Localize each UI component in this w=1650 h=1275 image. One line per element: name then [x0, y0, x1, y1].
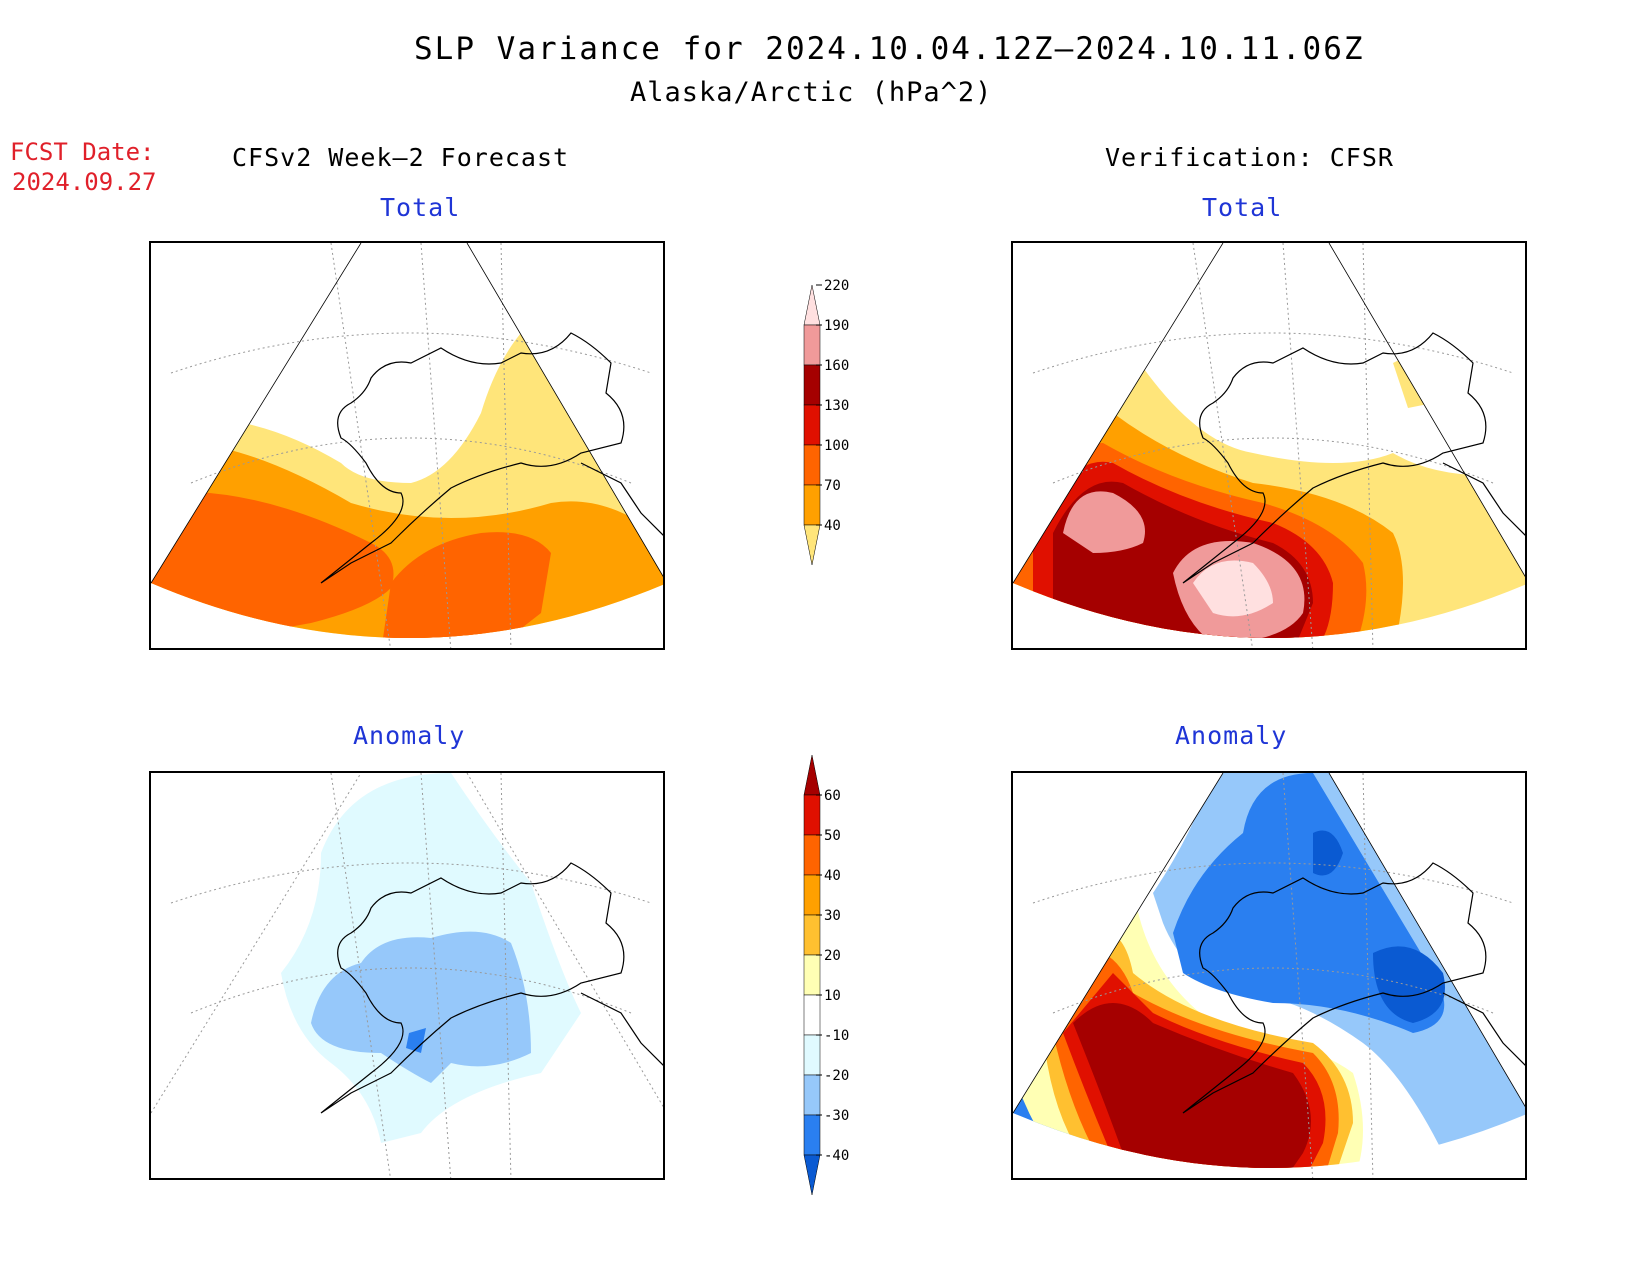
fcst-anomaly-map — [149, 771, 665, 1180]
cbar-anom-swatch-0 — [803, 1154, 821, 1196]
cbar-total-swatch-1 — [803, 484, 821, 526]
fcst-anomaly-label: Anomaly — [353, 721, 466, 750]
cbar-anom-swatch-8 — [803, 834, 821, 876]
fcst-anomaly-coastline — [320, 862, 663, 1114]
cbar-anom-swatch-7 — [803, 874, 821, 916]
cbar-anom-swatch-4 — [803, 994, 821, 1036]
cbar-anom-tick-label-3: -10 — [824, 1028, 849, 1044]
forecast-column-title: CFSv2 Week–2 Forecast — [232, 143, 570, 172]
verif-anomaly-graticule — [1032, 773, 1514, 1178]
verif-total-map — [1011, 241, 1527, 650]
cbar-anom-swatch-5 — [803, 954, 821, 996]
cbar-anom-tick-label-8: 50 — [824, 828, 841, 844]
fcst-total-coastline — [320, 332, 663, 584]
figure-title: SLP Variance for 2024.10.04.12Z–2024.10.… — [414, 31, 1365, 67]
cbar-total-tick-label-4: 160 — [824, 358, 849, 374]
fcst-date-value: 2024.09.27 — [12, 168, 157, 196]
verif-total-coastline — [1182, 332, 1525, 584]
fcst-total-map — [149, 241, 665, 650]
cbar-anom-swatch-6 — [803, 914, 821, 956]
cbar-anom-tick-label-4: 10 — [824, 988, 841, 1004]
cbar-anom-tick-label-2: -20 — [824, 1068, 849, 1084]
fcst-anomaly-graticule — [151, 773, 663, 1178]
cbar-anom-tick-label-7: 40 — [824, 868, 841, 884]
cbar-anom-swatch-10 — [803, 754, 821, 796]
cbar-total-swatch-4 — [803, 364, 821, 406]
fcst-anomaly-contours — [151, 773, 663, 1168]
verif-total-contours — [1013, 243, 1525, 638]
verification-column-title: Verification: CFSR — [1105, 143, 1394, 172]
cbar-anom-swatch-1 — [803, 1114, 821, 1156]
verif-anomaly-label: Anomaly — [1175, 721, 1288, 750]
cbar-total-tick-label-0: 40 — [824, 518, 841, 534]
verif-anomaly-coastline — [1182, 862, 1525, 1114]
verif-total-label: Total — [1202, 193, 1283, 222]
cbar-total-swatch-0 — [803, 524, 821, 566]
cbar-total-tick-label-6: 220 — [824, 278, 849, 294]
cbar-anom-tick-label-5: 20 — [824, 948, 841, 964]
cbar-anom-swatch-9 — [803, 794, 821, 836]
cbar-total-tick-label-3: 130 — [824, 398, 849, 414]
cbar-total-swatch-3 — [803, 404, 821, 446]
cbar-total-tick-label-1: 70 — [824, 478, 841, 494]
cbar-anom-tick-label-9: 60 — [824, 788, 841, 804]
total-colorbar: 40 70 100 130 160 190 220 — [800, 278, 880, 615]
cbar-anom-tick-label-0: -40 — [824, 1148, 849, 1164]
cbar-anom-swatch-3 — [803, 1034, 821, 1076]
cbar-total-tick-label-2: 100 — [824, 438, 849, 454]
fcst-total-label: Total — [380, 193, 461, 222]
cbar-anom-tick-label-1: -30 — [824, 1108, 849, 1124]
fcst-total-graticule — [170, 243, 652, 648]
verif-anomaly-map — [1011, 771, 1527, 1180]
cbar-total-swatch-5 — [803, 324, 821, 366]
verif-anomaly-contours — [1013, 773, 1525, 1168]
figure-subtitle: Alaska/Arctic (hPa^2) — [630, 77, 993, 108]
fcst-total-contours — [151, 243, 663, 638]
anomaly-colorbar: -40 -30 -20 -10 10 20 30 40 50 60 — [800, 754, 880, 1200]
cbar-total-tick-label-5: 190 — [824, 318, 849, 334]
cbar-anom-swatch-2 — [803, 1074, 821, 1116]
fcst-date-label: FCST Date: — [10, 138, 155, 166]
cbar-anom-tick-label-6: 30 — [824, 908, 841, 924]
verif-total-graticule — [1032, 243, 1514, 648]
cbar-total-swatch-6 — [803, 284, 821, 326]
cbar-total-swatch-2 — [803, 444, 821, 486]
